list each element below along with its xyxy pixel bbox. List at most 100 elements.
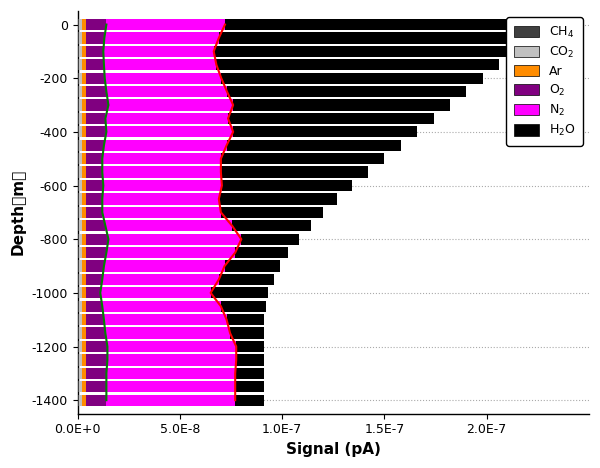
Bar — [86, 126, 106, 138]
Bar — [78, 328, 79, 339]
Bar — [221, 73, 482, 84]
Bar — [86, 193, 102, 205]
Bar — [82, 274, 86, 285]
Bar — [78, 153, 79, 164]
Bar — [219, 32, 532, 44]
Bar — [79, 139, 82, 151]
Bar — [86, 167, 102, 178]
Bar — [106, 395, 235, 406]
Bar — [86, 19, 106, 30]
Bar — [82, 220, 86, 231]
Bar — [78, 260, 79, 271]
Bar — [82, 395, 86, 406]
Bar — [78, 180, 79, 191]
Bar — [82, 247, 86, 258]
Bar — [78, 167, 79, 178]
Bar — [228, 113, 434, 124]
Bar — [224, 260, 280, 271]
Bar — [227, 139, 401, 151]
Bar — [107, 341, 236, 352]
Bar — [79, 260, 82, 271]
Bar — [86, 381, 106, 392]
Bar — [78, 274, 79, 285]
Bar — [79, 167, 82, 178]
Bar — [82, 300, 86, 312]
Bar — [79, 300, 82, 312]
Bar — [79, 274, 82, 285]
Bar — [78, 86, 79, 97]
Bar — [86, 247, 106, 258]
Bar — [82, 153, 86, 164]
Bar — [79, 328, 82, 339]
Bar — [102, 193, 219, 205]
Bar — [102, 274, 219, 285]
Bar — [82, 287, 86, 299]
Bar — [79, 99, 82, 110]
Bar — [86, 99, 109, 110]
Bar — [78, 234, 79, 245]
Bar — [79, 341, 82, 352]
Bar — [79, 381, 82, 392]
Bar — [106, 381, 235, 392]
Bar — [86, 314, 104, 325]
Bar — [86, 220, 106, 231]
Bar — [78, 368, 79, 379]
Bar — [82, 59, 86, 70]
Bar — [79, 113, 82, 124]
Bar — [79, 180, 82, 191]
Bar — [214, 46, 515, 57]
Bar — [221, 207, 323, 218]
Bar — [79, 46, 82, 57]
Bar — [78, 139, 79, 151]
Bar — [233, 126, 417, 138]
Bar — [86, 234, 109, 245]
Bar — [78, 46, 79, 57]
Bar — [86, 274, 102, 285]
Bar — [82, 381, 86, 392]
Bar — [235, 395, 264, 406]
Bar — [222, 180, 352, 191]
Bar — [104, 139, 227, 151]
Bar — [78, 99, 79, 110]
Bar — [78, 395, 79, 406]
Bar — [102, 167, 221, 178]
Bar — [106, 247, 235, 258]
Bar — [78, 73, 79, 84]
Bar — [79, 86, 82, 97]
Bar — [86, 113, 106, 124]
Bar — [106, 19, 225, 30]
Bar — [79, 19, 82, 30]
Bar — [103, 180, 222, 191]
Bar — [102, 207, 221, 218]
Bar — [104, 32, 219, 44]
Bar — [86, 59, 104, 70]
Bar — [219, 193, 337, 205]
Bar — [86, 395, 106, 406]
Bar — [82, 167, 86, 178]
Bar — [79, 287, 82, 299]
Bar — [82, 354, 86, 366]
Bar — [86, 32, 104, 44]
Bar — [82, 32, 86, 44]
Bar — [82, 46, 86, 57]
Bar — [235, 368, 264, 379]
Bar — [78, 126, 79, 138]
Bar — [78, 341, 79, 352]
Bar — [82, 207, 86, 218]
Bar — [86, 180, 103, 191]
Bar — [78, 300, 79, 312]
Bar — [104, 59, 217, 70]
Bar — [82, 113, 86, 124]
Bar — [86, 139, 104, 151]
Bar — [221, 153, 385, 164]
Bar — [78, 381, 79, 392]
Y-axis label: Depth（m）: Depth（m） — [11, 169, 26, 256]
Bar — [78, 287, 79, 299]
Bar — [86, 287, 100, 299]
Bar — [82, 126, 86, 138]
Bar — [241, 234, 299, 245]
Bar — [105, 73, 221, 84]
Bar — [219, 274, 274, 285]
Bar — [104, 260, 224, 271]
Bar — [82, 139, 86, 151]
